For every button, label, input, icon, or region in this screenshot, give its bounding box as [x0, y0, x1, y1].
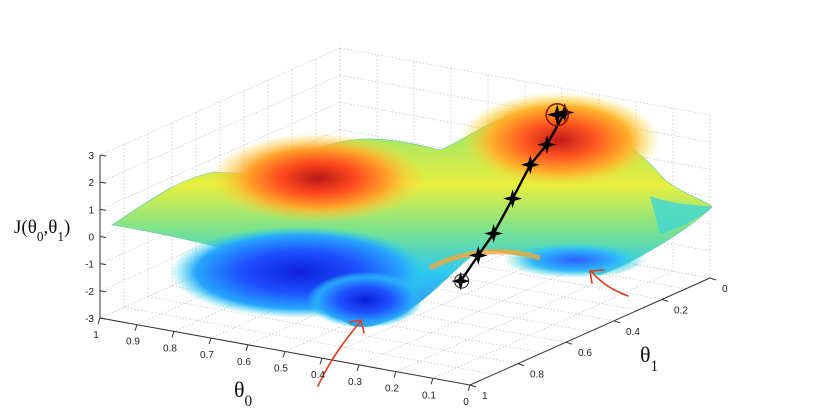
annotation-arrows [317, 269, 629, 387]
theta0-tick-mark [467, 384, 471, 392]
descent-step-marker [468, 245, 488, 265]
start-marker [546, 104, 568, 126]
theta1-tick-label: 0.4 [626, 327, 640, 338]
descent-step-marker [484, 224, 504, 243]
end-marker-ring [454, 273, 470, 289]
theta1-axis-ticks: 0 0.2 0.4 0.6 0.8 1 [482, 284, 728, 402]
j-tick-label: -2 [85, 287, 94, 298]
cost-surface [111, 92, 713, 328]
theta1-tick-mark [709, 277, 717, 281]
gradient-descent-path [451, 102, 575, 291]
annotation-arrow-valley [317, 321, 361, 387]
annotation-arrow-endpoint [591, 271, 629, 297]
descent-step-marker [503, 189, 523, 209]
theta0-tick-label: 0.2 [385, 384, 399, 395]
descent-step-marker [451, 271, 471, 291]
j-tick-mark [99, 236, 107, 238]
theta1-tick-label: 0.8 [530, 370, 544, 381]
j-tick-mark [99, 181, 107, 184]
surface-valley-right [503, 242, 647, 278]
j-tick-label: 1 [88, 205, 94, 216]
theta0-axis-ticks: 1 0.9 0.8 0.7 0.6 0.5 0.4 0.3 0.2 0.1 0 [93, 330, 469, 408]
annotation-arrow-endpoint-head [589, 269, 605, 284]
theta0-tick-mark [319, 358, 323, 365]
y-axis-label: θ1 [640, 342, 658, 375]
theta0-tick-label: 1 [93, 330, 99, 341]
j-tick-mark [99, 208, 107, 211]
j-tick-label: -1 [85, 260, 94, 271]
theta0-tick-mark [356, 364, 360, 372]
z-axis-label: J(θ0,θ1) [14, 217, 70, 244]
j-tick-label: 0 [88, 233, 94, 244]
theta1-tick-label: 0 [722, 284, 728, 295]
j-tick-mark [99, 317, 107, 320]
theta0-tick-mark [282, 351, 286, 358]
descent-step-marker [520, 155, 540, 175]
theta1-tick-label: 0.2 [674, 305, 688, 316]
theta1-tick-label: 1 [482, 391, 488, 402]
x-axis-label: θ0 [234, 377, 253, 410]
theta0-tick-mark [430, 378, 434, 385]
theta1-tick-mark [517, 363, 525, 367]
theta0-tick-label: 0.7 [200, 350, 214, 361]
annotation-arrow-valley-head [349, 319, 365, 334]
descent-step-marker [555, 103, 575, 122]
theta0-tick-label: 0 [463, 397, 469, 408]
theta0-tick-label: 0.1 [422, 390, 436, 401]
theta0-tick-label: 0.4 [311, 370, 325, 381]
surface-peak-right [460, 92, 660, 188]
theta0-tick-mark [245, 344, 249, 351]
theta1-axis-line [469, 277, 711, 386]
theta0-tick-mark [171, 331, 175, 338]
theta1-tick-mark [565, 341, 573, 345]
theta1-tick-label: 0.6 [578, 348, 592, 359]
j-axis-ticks: 3 2 1 0 -1 -2 -3 [85, 151, 94, 325]
theta1-tick-mark [613, 320, 621, 324]
j-tick-mark [99, 263, 107, 266]
theta1-tick-mark [469, 384, 477, 388]
surface-peak-left [210, 133, 426, 223]
theta0-tick-label: 0.9 [126, 337, 140, 348]
theta1-tick-mark [661, 298, 669, 302]
j-tick-mark [99, 154, 107, 157]
theta0-tick-mark [393, 371, 397, 378]
theta0-tick-label: 0.5 [274, 364, 288, 375]
axis-lines [97, 154, 717, 392]
theta0-tick-mark [208, 337, 212, 345]
theta0-tick-mark [134, 324, 138, 331]
theta0-tick-mark [97, 317, 101, 325]
start-marker-ring [545, 102, 570, 127]
j-tick-label: 3 [88, 151, 94, 162]
j-tick-label: 2 [88, 178, 94, 189]
theta0-tick-label: 0.6 [237, 357, 251, 368]
surface-valley-deep [307, 272, 423, 328]
descent-step-marker [537, 135, 557, 155]
j-tick-label: -3 [85, 314, 94, 325]
theta0-tick-label: 0.3 [348, 377, 362, 388]
surface-right-edge [650, 196, 712, 234]
j-tick-mark [99, 290, 107, 293]
theta0-tick-label: 0.8 [163, 343, 177, 354]
